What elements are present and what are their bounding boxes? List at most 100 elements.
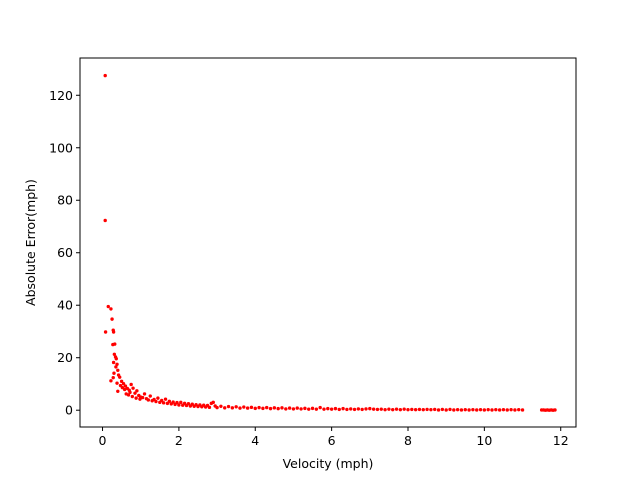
scatter-point: [238, 406, 242, 410]
scatter-point: [505, 408, 509, 412]
scatter-point: [394, 407, 399, 411]
scatter-point: [494, 407, 498, 412]
x-tick-label: 2: [175, 433, 183, 448]
scatter-point: [299, 407, 303, 411]
scatter-point: [307, 407, 311, 411]
scatter-point: [111, 360, 116, 365]
scatter-point: [322, 407, 326, 411]
scatter-point: [417, 407, 422, 412]
scatter-point: [444, 408, 448, 412]
scatter-point: [128, 390, 132, 395]
scatter-point: [110, 317, 114, 321]
x-axis: 0 2 4 6 8 10 12: [99, 427, 569, 448]
scatter-point: [120, 385, 125, 390]
scatter-point: [265, 405, 269, 410]
scatter-point: [186, 401, 191, 406]
scatter-point: [520, 408, 525, 412]
scatter-point: [177, 403, 181, 407]
scatter-point: [280, 406, 284, 410]
scatter-point: [337, 407, 341, 412]
scatter-point: [106, 304, 110, 309]
scatter-point: [318, 405, 322, 410]
scatter-point: [245, 406, 250, 410]
scatter-point: [179, 400, 183, 405]
scatter-point: [402, 407, 406, 411]
y-axis-label: Absolute Error(mph): [23, 179, 38, 306]
scatter-point: [121, 382, 126, 386]
scatter-point: [517, 407, 521, 412]
scatter-point: [291, 407, 296, 411]
y-tick-label: 80: [57, 193, 73, 208]
x-tick-label: 10: [476, 433, 492, 448]
scatter-point: [463, 407, 467, 412]
scatter-point: [433, 407, 437, 412]
scatter-point: [109, 379, 113, 383]
scatter-point: [471, 407, 475, 412]
scatter-point: [287, 406, 292, 410]
scatter-point: [223, 406, 227, 410]
scatter-point: [475, 408, 479, 412]
scatter-point: [383, 407, 387, 412]
scatter-point: [103, 73, 107, 78]
scatter-point: [114, 365, 118, 369]
scatter-point: [111, 330, 116, 334]
scatter-point: [406, 407, 410, 412]
scatter-point: [242, 405, 246, 409]
scatter-point: [391, 407, 395, 412]
scatter-point: [116, 389, 120, 394]
scatter-point: [142, 392, 147, 396]
y-tick-label: 0: [65, 403, 73, 418]
scatter-point: [160, 398, 164, 403]
scatter-point: [333, 406, 338, 411]
scatter-point: [345, 407, 349, 412]
x-tick-label: 8: [404, 433, 412, 448]
scatter-point: [114, 357, 118, 361]
scatter-point: [130, 394, 135, 399]
scatter-point: [133, 391, 137, 395]
scatter-point: [115, 362, 119, 366]
x-tick-label: 12: [553, 433, 569, 448]
scatter-point: [421, 407, 425, 412]
scatter-point: [303, 406, 307, 411]
scatter-point: [122, 387, 127, 392]
y-tick-label: 40: [57, 298, 73, 313]
scatter-point: [171, 400, 175, 404]
scatter-point: [459, 408, 464, 412]
scatter-point: [436, 408, 441, 412]
scatter-point: [276, 406, 280, 411]
scatter-point: [219, 404, 223, 408]
scatter-point: [553, 408, 557, 412]
scatter-point: [148, 394, 152, 398]
plot-area-frame: [79, 57, 577, 428]
scatter-point: [134, 396, 138, 400]
scatter-point: [486, 407, 490, 412]
scatter-point: [356, 407, 361, 411]
scatter-point: [135, 389, 139, 393]
scatter-point: [375, 407, 380, 412]
scatter-point: [341, 406, 345, 411]
scatter-point: [314, 407, 319, 411]
scatter-point: [226, 404, 231, 409]
scatter-point: [360, 407, 364, 412]
scatter-point: [448, 407, 452, 412]
scatter-point: [249, 405, 254, 410]
scatter-point: [116, 368, 120, 373]
scatter-point: [126, 393, 131, 397]
scatter-point: [364, 407, 368, 411]
scatter-point: [329, 407, 334, 411]
scatter-point: [140, 395, 145, 400]
scatter-point: [501, 407, 506, 412]
scatter-point: [207, 405, 212, 410]
scatter-point: [156, 396, 160, 400]
scatter-point: [326, 406, 330, 411]
scatter-point: [497, 408, 502, 412]
scatter-point: [257, 405, 261, 410]
scatter-point: [482, 408, 487, 412]
scatter-point: [513, 408, 517, 412]
scatter-point: [154, 399, 158, 404]
scatter-point: [112, 371, 116, 375]
y-tick-label: 60: [57, 245, 73, 260]
scatter-point: [467, 408, 471, 412]
scatter-point: [215, 405, 219, 410]
scatter-point: [371, 407, 376, 411]
